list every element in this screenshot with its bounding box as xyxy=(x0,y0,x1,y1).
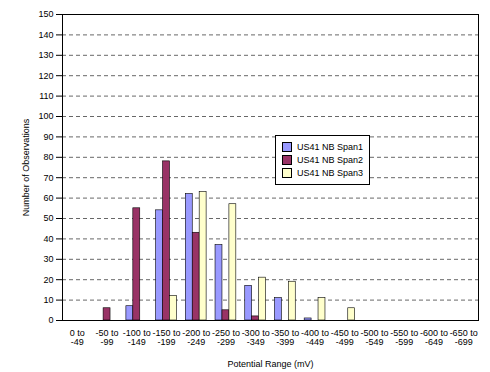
svg-text:150: 150 xyxy=(38,9,53,19)
svg-text:40: 40 xyxy=(43,234,53,244)
svg-text:-500 to-549: -500 to-549 xyxy=(360,328,388,347)
svg-text:80: 80 xyxy=(43,152,53,162)
svg-text:60: 60 xyxy=(43,193,53,203)
html-text:US41 NB Span2: US41 NB Span2 xyxy=(297,155,363,165)
html-text:US41 NB Span1: US41 NB Span1 xyxy=(297,142,363,152)
svg-text:130: 130 xyxy=(38,50,53,60)
svg-text:100: 100 xyxy=(38,111,53,121)
html-text:US41 NB Span3: US41 NB Span3 xyxy=(297,168,363,178)
svg-text:120: 120 xyxy=(38,71,53,81)
svg-text:-50 to-99: -50 to-99 xyxy=(96,328,119,347)
svg-text:110: 110 xyxy=(39,91,53,101)
svg-text:-400 to-449: -400 to-449 xyxy=(301,328,329,347)
svg-text:140: 140 xyxy=(38,30,53,40)
svg-text:Number of Observations: Number of Observations xyxy=(21,118,31,216)
svg-text:90: 90 xyxy=(43,132,53,142)
svg-text:10: 10 xyxy=(43,295,53,305)
svg-text:-200 to-249: -200 to-249 xyxy=(182,328,210,347)
svg-text:-600 to-649: -600 to-649 xyxy=(420,328,448,347)
svg-text:50: 50 xyxy=(43,213,53,223)
svg-text:-150 to-199: -150 to-199 xyxy=(152,328,180,347)
svg-text:0 to-49: 0 to-49 xyxy=(70,328,85,347)
svg-text:-250 to-299: -250 to-299 xyxy=(212,328,240,347)
svg-text:70: 70 xyxy=(43,173,53,183)
svg-text:-650 to-699: -650 to-699 xyxy=(450,328,478,347)
svg-text:-300 to-349: -300 to-349 xyxy=(242,328,270,347)
svg-text:30: 30 xyxy=(43,254,53,264)
svg-text:0: 0 xyxy=(48,315,53,325)
svg-text:-550 to-599: -550 to-599 xyxy=(390,328,418,347)
svg-text:-450 to-499: -450 to-499 xyxy=(331,328,359,347)
svg-text:-100 to-149: -100 to-149 xyxy=(123,328,151,347)
svg-text:Potential Range (mV): Potential Range (mV) xyxy=(227,359,313,369)
svg-text:-350 to-399: -350 to-399 xyxy=(271,328,299,347)
svg-text:20: 20 xyxy=(43,275,53,285)
